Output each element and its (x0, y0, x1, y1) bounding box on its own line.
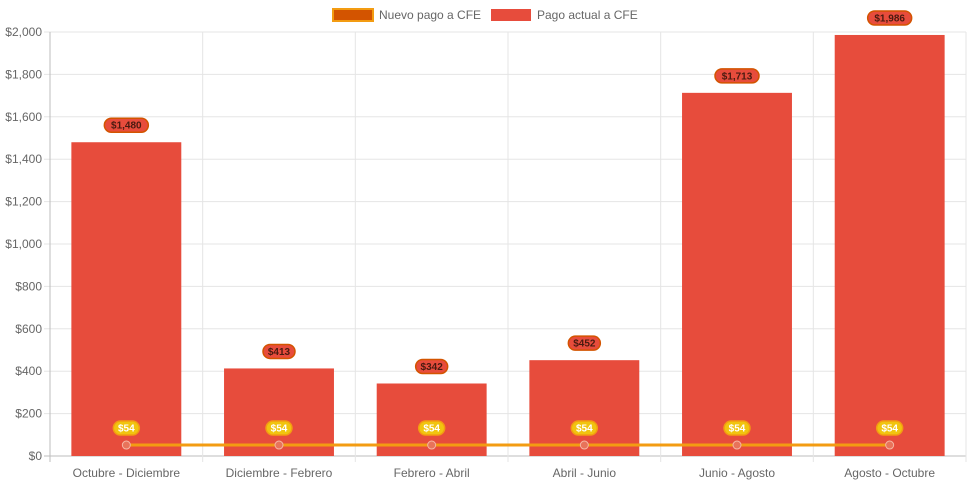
data-label: $1,713 (714, 68, 760, 84)
data-label-bubble (714, 68, 760, 84)
bar (529, 360, 640, 456)
data-label-text: $1,480 (111, 121, 142, 132)
line-point (732, 440, 742, 450)
data-label: $1,480 (103, 117, 150, 133)
data-label: $54 (265, 420, 293, 436)
data-label-text: $54 (881, 424, 898, 435)
data-label-bubble (875, 420, 904, 436)
line-point (274, 440, 284, 450)
data-label-text: $54 (271, 424, 288, 435)
data-label-text: $342 (421, 362, 444, 373)
line-point (121, 440, 131, 450)
data-label-bubble (417, 420, 446, 436)
x-tick-label: Octubre - Diciembre (73, 466, 181, 480)
data-label-text: $54 (118, 424, 135, 435)
data-label-text: $1,713 (722, 71, 753, 82)
y-tick-label: $1,600 (5, 110, 42, 124)
data-label-bubble (112, 420, 141, 436)
data-label-bubble (103, 117, 150, 133)
data-label-bubble (414, 358, 449, 375)
y-tick-label: $1,000 (5, 237, 42, 251)
y-tick-label: $400 (15, 364, 42, 378)
chart-grid (44, 31, 967, 462)
y-tick-label: $2,000 (5, 25, 42, 39)
data-label-text: $54 (423, 424, 440, 435)
y-tick-label: $0 (29, 449, 43, 463)
data-labels: $1,480 $413 $342 $452 $1,713 $1,986 $54 $54 $54 $… (103, 10, 913, 436)
data-label: $54 (112, 420, 141, 436)
data-label-text: $413 (268, 347, 291, 358)
data-label: $452 (567, 335, 602, 351)
y-tick-label: $800 (15, 279, 42, 293)
data-label: $1,986 (866, 10, 913, 26)
data-label-bubble (265, 420, 293, 436)
data-label-bubble (866, 10, 913, 26)
data-label: $54 (723, 420, 751, 436)
x-tick-label: Junio - Agosto (699, 466, 775, 480)
data-label-text: $54 (576, 424, 593, 435)
y-tick-label: $1,400 (5, 152, 42, 166)
data-label: $54 (570, 420, 599, 436)
x-tick-label: Febrero - Abril (394, 466, 470, 480)
bar (682, 92, 792, 457)
legend-item-bar[interactable]: Pago actual a CFE (491, 8, 638, 22)
legend-label-line: Nuevo pago a CFE (379, 8, 481, 22)
bar (71, 142, 182, 457)
y-tick-label: $200 (15, 407, 42, 421)
data-label-bubble (262, 343, 296, 360)
data-label-text: $54 (729, 424, 746, 435)
line-point (427, 440, 437, 450)
y-tick-label: $1,800 (5, 67, 42, 81)
y-tick-label: $1,200 (5, 195, 42, 209)
y-tick-label: $600 (15, 322, 42, 336)
data-label-bubble (567, 335, 602, 351)
data-label-bubble (570, 420, 599, 436)
legend-label-bar: Pago actual a CFE (537, 8, 638, 22)
legend: Nuevo pago a CFE Pago actual a CFE (332, 8, 638, 22)
legend-swatch-line (332, 8, 374, 22)
data-label-bubble (723, 420, 751, 436)
bar (834, 34, 945, 457)
x-tick-label: Abril - Junio (553, 466, 617, 480)
line-point (885, 440, 895, 450)
x-tick-label: Agosto - Octubre (844, 466, 935, 480)
data-label-text: $1,986 (874, 13, 905, 24)
y-axis: $0 $200 $400 $600 $800 $1,000 $1,200 $1,400 $1,6… (5, 25, 42, 463)
data-label: $413 (262, 343, 296, 360)
legend-swatch-bar (491, 9, 531, 21)
data-label: $342 (414, 358, 449, 375)
data-label-text: $452 (573, 339, 596, 350)
legend-item-line[interactable]: Nuevo pago a CFE (332, 8, 481, 22)
x-axis: Octubre - Diciembre Diciembre - Febrero Fe… (73, 466, 936, 480)
data-label: $54 (875, 420, 904, 436)
line-series (121, 440, 895, 450)
data-label: $54 (417, 420, 446, 436)
x-tick-label: Diciembre - Febrero (226, 466, 333, 480)
line-point (579, 440, 589, 450)
